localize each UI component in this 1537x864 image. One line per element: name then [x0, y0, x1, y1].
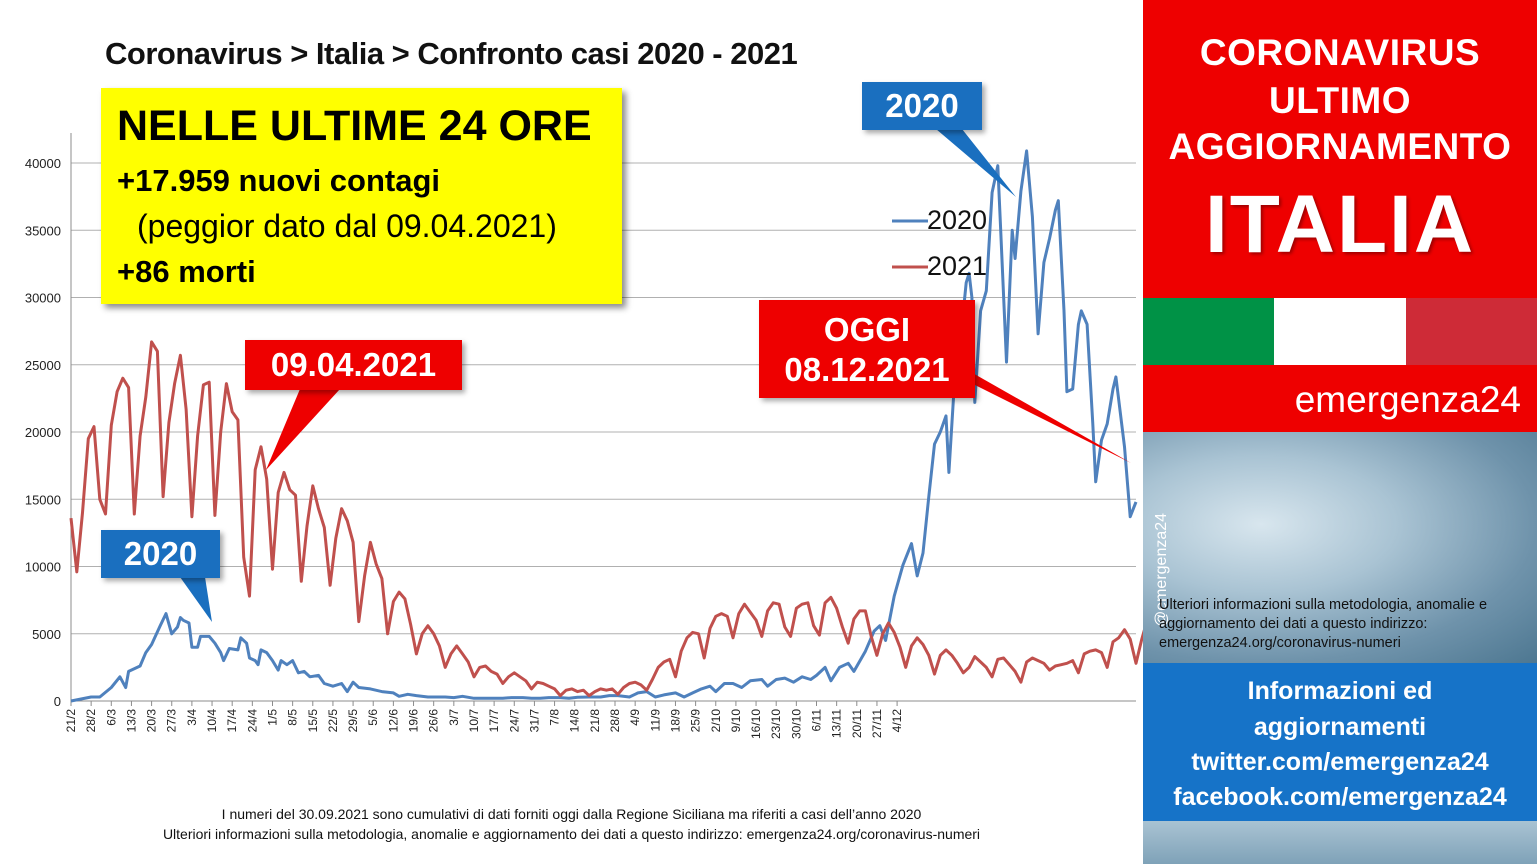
x-tick-label: 4/9 — [628, 709, 642, 726]
x-tick-label: 4/12 — [890, 709, 904, 733]
methodology-info: Ulteriori informazioni sulla metodologia… — [1159, 597, 1488, 651]
x-tick-label: 6/3 — [104, 709, 118, 726]
x-tick-label: 6/11 — [810, 709, 824, 732]
x-tick-label: 3/7 — [447, 709, 461, 726]
x-tick-label: 17/4 — [225, 709, 239, 733]
callout-today-date: 08.12.2021 — [784, 351, 950, 388]
daily-summary-box: NELLE ULTIME 24 ORE +17.959 nuovi contag… — [101, 88, 622, 304]
x-tick-label: 24/4 — [245, 709, 259, 733]
links-title-2: aggiornamenti — [1253, 713, 1427, 741]
y-tick-label-15000: 15000 — [25, 492, 61, 507]
y-tick-label-20000: 20000 — [25, 425, 61, 440]
footnote-methodology: Ulteriori informazioni sulla metodologia… — [162, 826, 981, 842]
x-tick-label: 3/4 — [185, 709, 199, 726]
side-header-line-3: AGGIORNAMENTO — [1168, 126, 1512, 167]
flag-red-stripe — [1405, 298, 1537, 365]
callout-date-2021-pointer — [266, 389, 340, 470]
summary-note: (peggior dato dal 09.04.2021) — [137, 208, 557, 244]
callout-today-label: OGGI — [823, 311, 911, 348]
x-tick-label: 30/10 — [789, 709, 803, 739]
y-tick-label-10000: 10000 — [25, 560, 61, 575]
x-tick-label: 10/4 — [205, 709, 219, 733]
facebook-link[interactable]: facebook.com/emergenza24 — [1173, 783, 1507, 811]
x-axis-ticks: 21/2 28/2 6/3 13/3 20/3 27/3 3/4 10/4 17/4 24/4 1/… — [64, 701, 904, 739]
side-header-line-1: CORONAVIRUS — [1199, 32, 1481, 73]
x-tick-label: 25/9 — [689, 709, 703, 733]
brand-bar: emergenza24 — [1143, 365, 1537, 432]
flag-white-stripe — [1274, 298, 1406, 365]
y-tick-label-25000: 25000 — [25, 358, 61, 373]
x-tick-label: 21/2 — [64, 709, 78, 733]
y-axis-ticks: 0 5000 10000 15000 20000 25000 30000 35000 40000 — [25, 156, 61, 709]
series-lines — [69, 149, 1143, 703]
links-box: Informazioni ed aggiornamenti twitter.co… — [1143, 663, 1537, 821]
callout-today: OGGI 08.12.2021 — [759, 300, 975, 398]
side-panel: CORONAVIRUS ULTIMO AGGIORNAMENTO ITALIA … — [1143, 0, 1537, 864]
footnote-sicily: I numeri del 30.09.2021 sono cumulativi … — [221, 806, 922, 822]
x-tick-label: 16/10 — [749, 709, 763, 739]
flag-green-stripe — [1143, 298, 1275, 365]
x-tick-label: 23/10 — [769, 709, 783, 739]
callout-2020-first-wave-pointer — [180, 577, 212, 622]
x-tick-label: 1/5 — [265, 709, 279, 726]
series-line-2020 — [70, 149, 1138, 703]
side-header-line-2: ULTIMO — [1268, 80, 1412, 121]
x-tick-label: 26/6 — [427, 709, 441, 733]
twitter-link[interactable]: twitter.com/emergenza24 — [1191, 748, 1489, 776]
italian-flag — [1143, 298, 1537, 365]
x-tick-label: 20/11 — [850, 709, 864, 738]
callout-2020-first-wave: 2020 — [101, 530, 220, 578]
x-tick-label: 31/7 — [527, 709, 541, 733]
brand-name: emergenza24 — [1294, 379, 1521, 420]
callout-today-pointer — [955, 363, 1131, 463]
summary-new-cases: +17.959 nuovi contagi — [117, 163, 441, 198]
y-tick-label-0: 0 — [54, 694, 61, 709]
x-tick-label: 27/11 — [870, 709, 884, 738]
legend-label-2020: 2020 — [927, 205, 988, 235]
chart-title: Coronavirus > Italia > Confronto casi 20… — [105, 36, 798, 71]
x-tick-label: 22/5 — [326, 709, 340, 733]
callout-2020-peak-pointer — [936, 129, 1016, 197]
legend-label-2021: 2021 — [927, 251, 988, 281]
background-photo-bottom — [1143, 821, 1537, 864]
x-tick-label: 13/11 — [830, 709, 844, 738]
callout-2020-peak: 2020 — [862, 82, 982, 130]
y-tick-label-35000: 35000 — [25, 223, 61, 238]
x-tick-label: 17/7 — [487, 709, 501, 733]
y-tick-label-5000: 5000 — [32, 627, 61, 642]
x-tick-label: 27/3 — [165, 709, 179, 733]
x-tick-label: 19/6 — [407, 709, 421, 733]
x-tick-label: 5/6 — [366, 709, 380, 726]
y-tick-label-40000: 40000 — [25, 156, 61, 171]
y-tick-label-30000: 30000 — [25, 291, 61, 306]
x-tick-label: 13/3 — [124, 709, 138, 733]
x-tick-label: 21/8 — [588, 709, 602, 733]
x-tick-label: 15/5 — [306, 709, 320, 733]
links-title-1: Informazioni ed — [1247, 677, 1433, 705]
callout-date-2021: 09.04.2021 — [245, 340, 462, 390]
summary-heading: NELLE ULTIME 24 ORE — [117, 102, 592, 150]
x-tick-label: 12/6 — [386, 709, 400, 733]
x-tick-label: 28/2 — [84, 709, 98, 733]
x-tick-label: 8/5 — [286, 709, 300, 726]
x-tick-label: 18/9 — [668, 709, 682, 733]
summary-deaths: +86 morti — [117, 254, 256, 289]
background-photo — [1143, 432, 1537, 663]
side-header: CORONAVIRUS ULTIMO AGGIORNAMENTO ITALIA — [1143, 0, 1537, 298]
legend-swatches — [892, 219, 928, 269]
callout-arrows — [180, 129, 1131, 622]
x-tick-label: 11/9 — [648, 709, 662, 732]
country-title: ITALIA — [1204, 179, 1476, 270]
chart-area: 0 5000 10000 15000 20000 25000 30000 35000 40000… — [24, 36, 1143, 842]
series-line-2021 — [69, 340, 1143, 698]
x-tick-label: 29/5 — [346, 709, 360, 733]
x-tick-label: 10/7 — [467, 709, 481, 733]
x-tick-label: 24/7 — [507, 709, 521, 733]
x-tick-label: 20/3 — [145, 709, 159, 733]
x-tick-label: 7/8 — [548, 709, 562, 726]
x-tick-label: 2/10 — [709, 709, 723, 733]
x-tick-label: 14/8 — [568, 709, 582, 733]
x-tick-label: 9/10 — [729, 709, 743, 733]
x-tick-label: 28/8 — [608, 709, 622, 733]
